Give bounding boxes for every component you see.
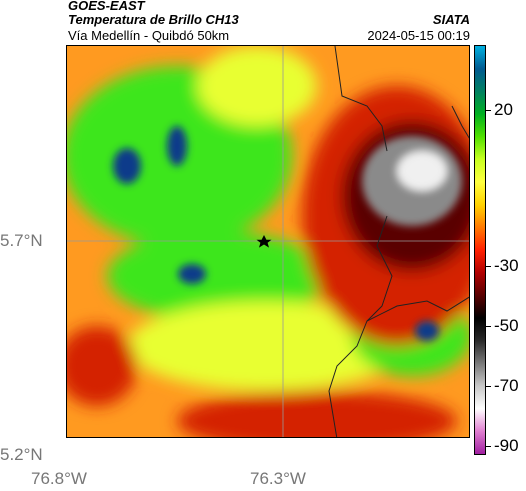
agency-label: SIATA [432,12,470,27]
border-line-1 [334,46,388,152]
brightness-temperature-map [66,45,470,438]
satellite-name: GOES-EAST [68,0,145,13]
lat-tick-5-2: 5.2°N [0,445,43,464]
product-title: Temperatura de Brillo CH13 [68,12,239,27]
border-line-4 [451,105,469,139]
red-zone-west [67,326,137,406]
yellow-zone-north [197,46,317,126]
border-line-3 [366,296,469,322]
colorbar-label-minus50: -50 [494,316,519,335]
blue-cell-3 [178,264,206,284]
lat-tick-5-7: 5.7°N [0,231,43,250]
green-zone-center [107,231,327,321]
lon-tick-76-8: 76.8°W [31,469,87,488]
colorbar-tick [486,386,491,387]
yellow-zone-south [127,301,407,391]
colorbar-tick [486,110,491,111]
colorbar-tick [486,266,491,267]
map-canvas [67,46,469,437]
colorbar-tick [486,446,491,447]
blue-cell-1 [113,148,141,184]
red-zone-south [177,391,457,437]
colorbar-label-minus70: -70 [494,376,519,395]
blue-cell-4 [415,321,439,341]
colorbar-tick [486,326,491,327]
colorbar-label-20: 20 [494,100,513,119]
colorbar-label-minus90: -90 [494,436,519,455]
colorbar-label-minus30: -30 [494,256,519,275]
lon-tick-76-3: 76.3°W [250,469,306,488]
colorbar [474,45,486,455]
cloud-white [397,151,447,191]
blue-cell-2 [167,126,187,166]
star-icon [256,235,272,248]
region-subtitle: Vía Medellín - Quibdó 50km [68,28,230,43]
timestamp: 2024-05-15 00:19 [367,28,470,43]
